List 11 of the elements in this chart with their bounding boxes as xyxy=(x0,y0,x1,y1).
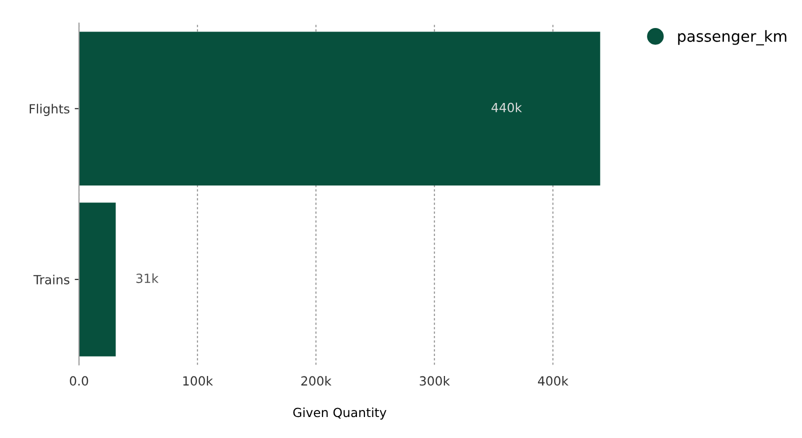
x-tick-label: 200k xyxy=(301,376,332,386)
data-label: 31k xyxy=(136,273,159,284)
data-label: 440k xyxy=(492,102,522,112)
x-tick-label: 300k xyxy=(420,376,450,386)
x-tick-label: 0.0 xyxy=(70,376,88,386)
legend-label: passenger_km xyxy=(678,30,786,46)
x-tick-label: 400k xyxy=(538,376,568,386)
y-tick-label: Trains xyxy=(33,274,70,284)
x-tick-label: 100k xyxy=(183,376,213,386)
y-tick-label: Flights xyxy=(30,104,70,116)
x-axis-title: Given Quantity xyxy=(293,408,386,420)
